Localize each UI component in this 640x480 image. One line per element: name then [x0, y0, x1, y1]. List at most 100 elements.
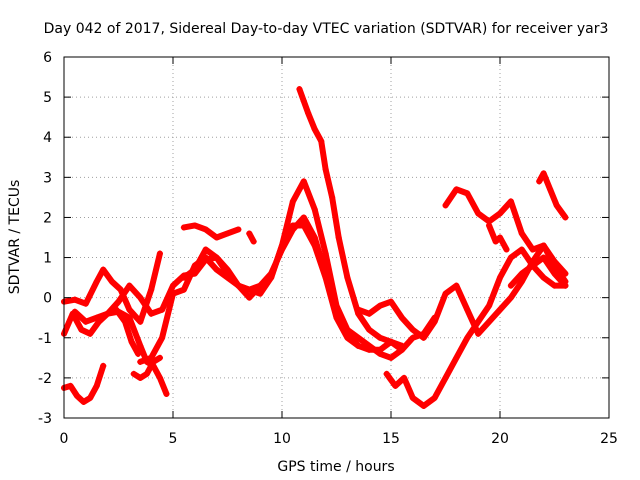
data-point — [540, 274, 547, 281]
y-tick-label: -2 — [38, 371, 52, 387]
data-point — [475, 210, 482, 217]
data-point — [100, 362, 107, 369]
data-point — [392, 382, 399, 389]
data-point — [355, 342, 362, 349]
x-tick-label: 10 — [273, 431, 291, 447]
data-point — [170, 282, 176, 289]
data-point — [475, 318, 482, 325]
data-point — [93, 278, 100, 285]
data-point — [108, 278, 115, 285]
data-point — [300, 214, 307, 221]
data-point — [497, 306, 503, 313]
data-point — [442, 202, 449, 209]
data-point — [159, 334, 166, 341]
ticks: -3 -2 -1 0 1 2 3 4 5 6 0 5 10 15 20 25 — [38, 50, 618, 447]
x-tick-label: 25 — [600, 431, 618, 447]
y-tick-label: 2 — [43, 210, 52, 226]
data-point — [401, 374, 408, 381]
data-point — [126, 282, 133, 289]
data-point — [355, 306, 362, 313]
data-point — [507, 198, 514, 205]
series-trace — [296, 86, 405, 353]
data-point — [289, 226, 296, 233]
data-point — [475, 330, 482, 337]
data-point — [126, 306, 133, 313]
data-point — [224, 266, 231, 273]
data-point — [122, 318, 129, 325]
data-point — [296, 86, 303, 93]
data-point — [409, 394, 416, 401]
data-point — [442, 374, 449, 381]
data-point — [148, 286, 155, 293]
data-point — [409, 326, 416, 333]
series-track-10 — [246, 230, 257, 245]
series-trace — [486, 222, 510, 253]
data-point — [540, 242, 547, 249]
data-point — [137, 318, 144, 325]
data-point — [74, 392, 81, 399]
data-point — [115, 308, 122, 315]
data-point — [156, 250, 163, 257]
data-point — [551, 282, 558, 289]
data-point — [503, 246, 510, 253]
y-tick-label: -3 — [38, 411, 52, 427]
data-point — [431, 394, 438, 401]
data-point — [117, 286, 124, 293]
data-point — [497, 210, 503, 217]
data-point — [464, 190, 471, 197]
data-point — [300, 98, 307, 105]
data-point — [377, 334, 384, 341]
data-point — [67, 382, 74, 389]
data-point — [377, 302, 384, 309]
data-point — [431, 318, 438, 325]
data-point — [420, 334, 427, 341]
data-point — [246, 230, 253, 237]
data-point — [551, 270, 558, 277]
data-point — [289, 198, 296, 205]
series-track-16 — [507, 254, 569, 289]
data-point — [135, 350, 142, 357]
data-point — [322, 166, 329, 173]
data-point — [148, 310, 155, 317]
data-point — [311, 234, 318, 241]
data-point — [562, 282, 569, 289]
data-point — [518, 246, 525, 253]
series-track-1 — [61, 362, 107, 405]
data-point — [268, 274, 275, 281]
data-point — [202, 226, 209, 233]
data-point — [191, 222, 198, 229]
data-point — [518, 270, 525, 277]
data-point — [224, 230, 231, 237]
data-point — [104, 310, 111, 317]
data-point — [235, 226, 242, 233]
series-trace — [536, 170, 569, 221]
data-point — [355, 334, 362, 341]
x-axis-label: GPS time / hours — [277, 459, 394, 475]
data-point — [279, 242, 285, 249]
data-point — [257, 282, 264, 289]
x-tick-label: 0 — [60, 431, 69, 447]
series-track-9 — [180, 222, 242, 241]
series-track-11 — [296, 86, 405, 353]
y-tick-label: 0 — [43, 291, 52, 307]
data-point — [311, 206, 318, 213]
data-point — [170, 290, 176, 297]
data-point — [318, 138, 325, 145]
data-point — [453, 354, 460, 361]
data-layer — [61, 86, 569, 409]
series-trace — [507, 254, 569, 289]
data-point — [497, 274, 503, 281]
y-tick-label: -1 — [38, 331, 52, 347]
y-tick-label: 4 — [43, 130, 52, 146]
data-point — [257, 290, 264, 297]
data-point — [442, 290, 449, 297]
data-point — [93, 314, 100, 321]
series-trace — [180, 178, 438, 361]
series-track-17 — [536, 170, 569, 221]
y-tick-label: 6 — [43, 50, 52, 66]
data-point — [333, 302, 340, 309]
data-point — [159, 306, 166, 313]
data-point — [335, 234, 342, 241]
data-point — [148, 354, 155, 361]
data-point — [78, 326, 85, 333]
